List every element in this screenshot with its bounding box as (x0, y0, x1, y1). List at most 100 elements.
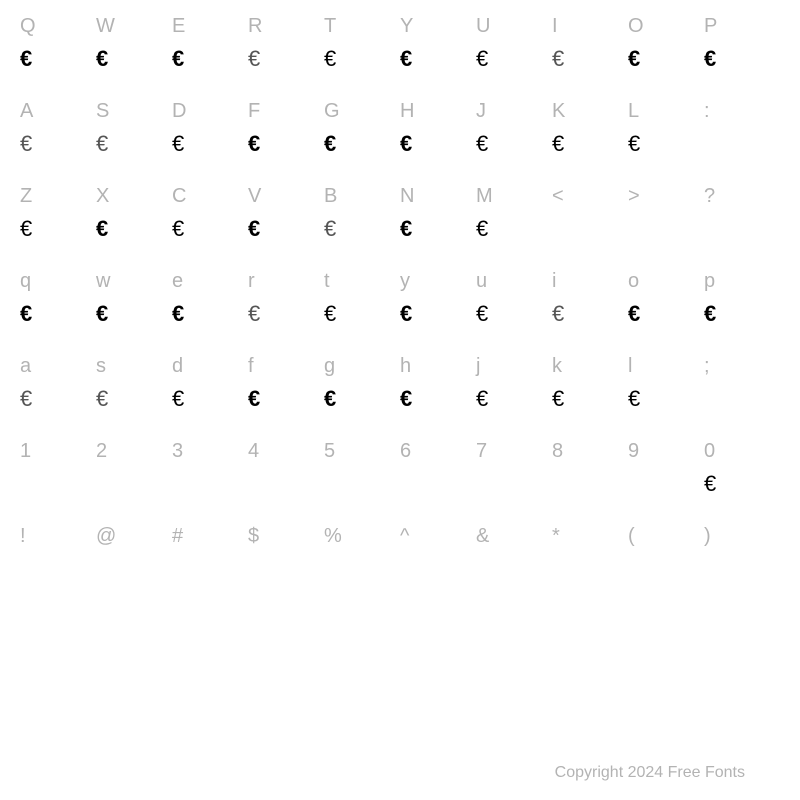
key-label: Y (400, 15, 413, 38)
char-cell: Z€ (20, 185, 96, 242)
char-cell: P€ (704, 15, 780, 72)
char-cell: U€ (476, 15, 552, 72)
char-cell: r€ (248, 270, 324, 327)
glyph: € (172, 301, 184, 327)
char-cell: 1 (20, 440, 96, 497)
row-6: !@#$%^&*() (20, 525, 780, 582)
char-cell: O€ (628, 15, 704, 72)
key-label: ; (704, 355, 710, 378)
glyph: € (96, 301, 108, 327)
char-cell: g€ (324, 355, 400, 412)
glyph: € (628, 386, 640, 412)
char-cell: B€ (324, 185, 400, 242)
glyph: € (172, 131, 184, 157)
char-cell: l€ (628, 355, 704, 412)
char-cell: j€ (476, 355, 552, 412)
key-label: T (324, 15, 336, 38)
key-label: Z (20, 185, 32, 208)
key-label: 5 (324, 440, 335, 463)
key-label: 6 (400, 440, 411, 463)
glyph: € (400, 386, 412, 412)
key-label: y (400, 270, 410, 293)
char-cell: 8 (552, 440, 628, 497)
key-label: 0 (704, 440, 715, 463)
key-label: l (628, 355, 632, 378)
glyph: € (96, 386, 108, 412)
char-cell: J€ (476, 100, 552, 157)
key-label: A (20, 100, 33, 123)
glyph: € (324, 216, 336, 242)
character-map-grid: Q€W€E€R€T€Y€U€I€O€P€ A€S€D€F€G€H€J€K€L€:… (20, 15, 780, 582)
key-label: C (172, 185, 186, 208)
char-cell: 7 (476, 440, 552, 497)
char-cell: @ (96, 525, 172, 582)
char-cell: S€ (96, 100, 172, 157)
char-cell: % (324, 525, 400, 582)
glyph: € (324, 301, 336, 327)
key-label: e (172, 270, 183, 293)
char-cell: D€ (172, 100, 248, 157)
key-label: S (96, 100, 109, 123)
key-label: u (476, 270, 487, 293)
key-label: 8 (552, 440, 563, 463)
key-label: p (704, 270, 715, 293)
glyph: € (248, 301, 260, 327)
key-label: 9 (628, 440, 639, 463)
key-label: E (172, 15, 185, 38)
key-label: j (476, 355, 480, 378)
key-label: ) (704, 525, 711, 548)
char-cell: q€ (20, 270, 96, 327)
glyph: € (20, 131, 32, 157)
key-label: h (400, 355, 411, 378)
key-label: V (248, 185, 261, 208)
char-cell: t€ (324, 270, 400, 327)
char-cell: > (628, 185, 704, 242)
key-label: O (628, 15, 644, 38)
char-cell: ; (704, 355, 780, 412)
row-0: Q€W€E€R€T€Y€U€I€O€P€ (20, 15, 780, 72)
key-label: I (552, 15, 558, 38)
key-label: ! (20, 525, 26, 548)
glyph: € (20, 301, 32, 327)
glyph: € (552, 301, 564, 327)
char-cell: 4 (248, 440, 324, 497)
glyph: € (324, 386, 336, 412)
key-label: $ (248, 525, 259, 548)
char-cell: H€ (400, 100, 476, 157)
char-cell: s€ (96, 355, 172, 412)
glyph: € (704, 471, 716, 497)
glyph: € (324, 131, 336, 157)
key-label: R (248, 15, 262, 38)
key-label: H (400, 100, 414, 123)
glyph: € (96, 216, 108, 242)
key-label: P (704, 15, 717, 38)
key-label: 7 (476, 440, 487, 463)
key-label: N (400, 185, 414, 208)
glyph: € (400, 301, 412, 327)
glyph: € (552, 386, 564, 412)
key-label: < (552, 185, 564, 208)
char-cell: a€ (20, 355, 96, 412)
key-label: > (628, 185, 640, 208)
glyph: € (248, 386, 260, 412)
char-cell: p€ (704, 270, 780, 327)
key-label: 2 (96, 440, 107, 463)
char-cell: K€ (552, 100, 628, 157)
char-cell: 2 (96, 440, 172, 497)
char-cell: d€ (172, 355, 248, 412)
key-label: d (172, 355, 183, 378)
char-cell: 9 (628, 440, 704, 497)
char-cell: E€ (172, 15, 248, 72)
key-label: W (96, 15, 115, 38)
key-label: @ (96, 525, 116, 548)
char-cell: f€ (248, 355, 324, 412)
key-label: # (172, 525, 183, 548)
key-label: w (96, 270, 110, 293)
key-label: % (324, 525, 342, 548)
char-cell: & (476, 525, 552, 582)
char-cell: N€ (400, 185, 476, 242)
key-label: r (248, 270, 255, 293)
key-label: s (96, 355, 106, 378)
glyph: € (704, 301, 716, 327)
char-cell: T€ (324, 15, 400, 72)
